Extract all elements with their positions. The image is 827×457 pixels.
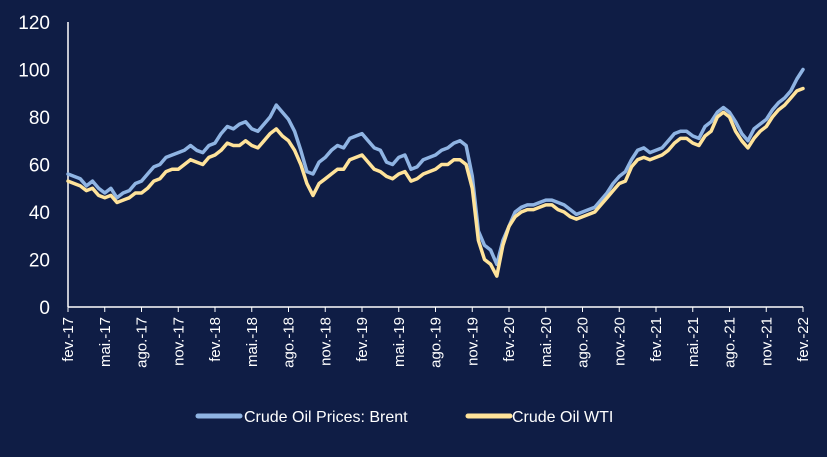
x-tick-label: fev.-22 [795, 317, 812, 362]
y-tick-label: 20 [29, 251, 50, 272]
x-axis: fev.-17 mai.-17 ago.-17 nov.-17 fev.-18 mai.-… [60, 306, 812, 368]
x-tick-label: ago.-17 [134, 317, 151, 368]
x-tick-label: ago.-20 [575, 317, 592, 368]
series-layer [66, 67, 805, 278]
x-tick-label: fev.-18 [207, 317, 224, 362]
x-tick-label: mai.-21 [685, 317, 702, 367]
x-tick-label: mai.-20 [538, 317, 555, 367]
x-tick-label: nov.-21 [758, 317, 775, 366]
x-tick-label: nov.-20 [611, 317, 628, 366]
x-tick-label: nov.-18 [317, 317, 334, 366]
x-tick-label: nov.-17 [170, 317, 187, 366]
x-tick-label: nov.-19 [464, 317, 481, 366]
x-tick-label: fev.-17 [60, 317, 77, 362]
y-tick-label: 40 [29, 203, 50, 224]
x-tick-label: mai.-18 [244, 317, 261, 367]
series-line-wti [66, 86, 805, 278]
y-tick-label: 120 [18, 13, 50, 34]
y-tick-label: 100 [18, 61, 50, 82]
x-tick-label: ago.-19 [428, 317, 445, 368]
y-tick-label: 80 [29, 108, 50, 129]
legend-label: Crude Oil WTI [512, 409, 613, 426]
series-line-brent [66, 67, 805, 267]
x-tick-label: ago.-18 [281, 317, 298, 368]
x-tick-label: fev.-21 [648, 317, 665, 362]
legend-label: Crude Oil Prices: Brent [244, 409, 408, 426]
y-tick-label: 60 [29, 156, 50, 177]
x-tick-label: mai.-19 [391, 317, 408, 367]
legend: Crude Oil Prices: Brent Crude Oil WTI [195, 409, 613, 426]
x-tick-label: fev.-19 [354, 317, 371, 362]
y-axis: 0 20 40 60 80 100 120 [18, 13, 69, 319]
x-tick-label: fev.-20 [501, 317, 518, 362]
x-tick-label: ago.-21 [722, 317, 739, 368]
x-tick-label: mai.-17 [97, 317, 114, 367]
y-tick-label: 0 [39, 298, 50, 319]
